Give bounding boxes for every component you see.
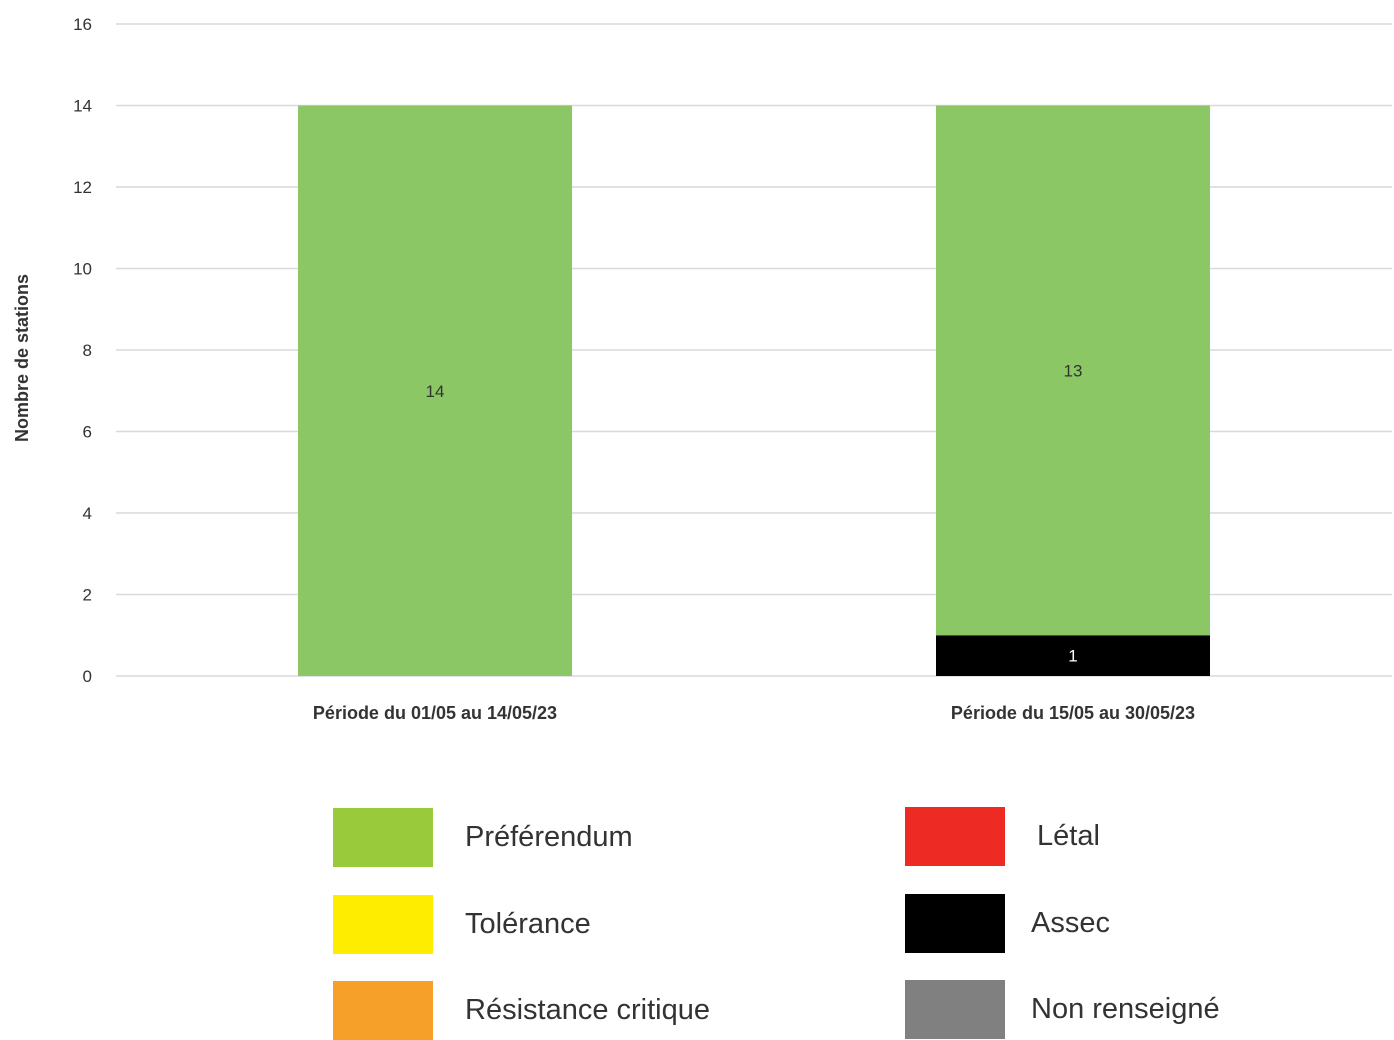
legend-item-resistance-critique: Résistance critique	[333, 980, 710, 1040]
legend-label-assec: Assec	[1031, 906, 1110, 939]
y-tick-label: 16	[73, 15, 92, 34]
y-tick-label: 2	[83, 586, 92, 605]
legend-item-non-renseigne: Non renseigné	[905, 979, 1220, 1039]
y-tick-label: 14	[73, 97, 92, 116]
data-label: 13	[1064, 361, 1083, 380]
legend-swatch-preferendum	[333, 807, 433, 867]
legend-label-preferendum: Préférendum	[465, 820, 633, 853]
x-axis-categories: Période du 01/05 au 14/05/23 Période du 1…	[313, 703, 1195, 723]
stacked-bar-chart: 0 2 4 6 8 10 12 14 16 14 1 13 Période du 01/05 au …	[12, 15, 1392, 723]
legend-label-resistance-critique: Résistance critique	[465, 993, 710, 1026]
legend-swatch-letal	[905, 806, 1005, 866]
legend-label-letal: Létal	[1037, 819, 1100, 852]
legend-label-non-renseigne: Non renseigné	[1031, 992, 1220, 1025]
legend-swatch-assec	[905, 893, 1005, 953]
data-label: 1	[1068, 647, 1077, 666]
bar-segment	[298, 105, 572, 676]
y-tick-label: 6	[83, 423, 92, 442]
y-axis-label: Nombre de stations	[12, 274, 32, 442]
legend: Préférendum Tolérance Résistance critiqu…	[0, 800, 1394, 1040]
y-axis-ticks: 0 2 4 6 8 10 12 14 16	[73, 15, 92, 686]
legend-item-preferendum: Préférendum	[333, 807, 633, 867]
y-tick-label: 4	[83, 504, 92, 523]
data-label: 14	[426, 382, 445, 401]
bars	[298, 105, 1210, 676]
legend-item-letal: Létal	[905, 806, 1100, 866]
legend-item-assec: Assec	[905, 893, 1110, 953]
y-tick-label: 10	[73, 260, 92, 279]
y-tick-label: 8	[83, 341, 92, 360]
y-tick-label: 0	[83, 667, 92, 686]
data-labels: 14 1 13	[426, 361, 1083, 665]
y-tick-label: 12	[73, 178, 92, 197]
bar-segment	[936, 635, 1210, 676]
bar-segment	[936, 105, 1210, 636]
legend-swatch-resistance-critique	[333, 980, 433, 1040]
legend-swatch-non-renseigne	[905, 979, 1005, 1039]
legend-item-tolerance: Tolérance	[333, 894, 591, 954]
legend-label-tolerance: Tolérance	[465, 907, 591, 940]
x-category-label: Période du 01/05 au 14/05/23	[313, 703, 557, 723]
legend-swatch-tolerance	[333, 894, 433, 954]
x-category-label: Période du 15/05 au 30/05/23	[951, 703, 1195, 723]
